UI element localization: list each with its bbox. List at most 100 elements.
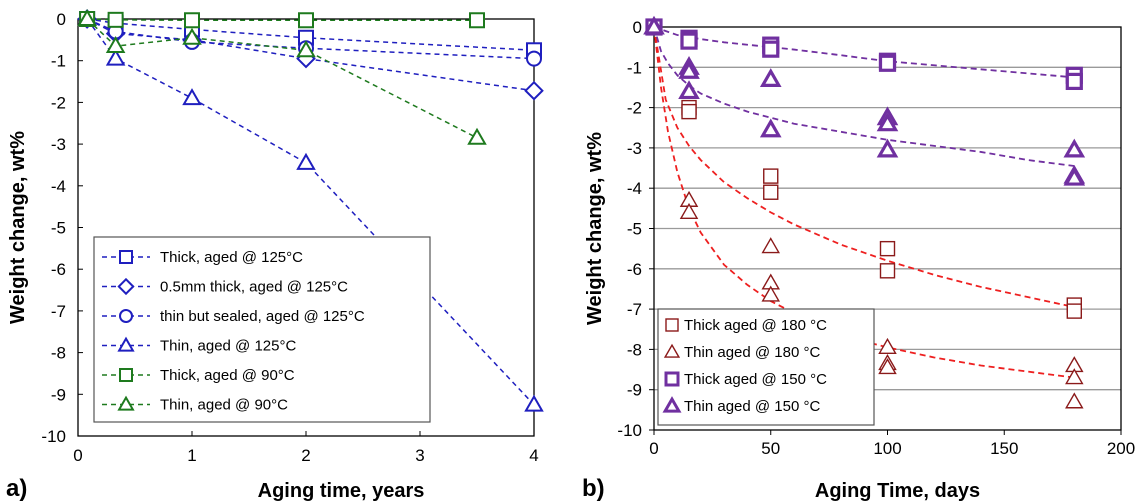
y-axis-title: Weight change, wt%	[7, 131, 29, 324]
data-point	[1065, 72, 1083, 91]
legend-label: Thin, aged @ 125°C	[160, 338, 296, 355]
data-point	[1065, 368, 1084, 385]
legend-marker	[663, 343, 681, 358]
data-point	[759, 118, 782, 138]
legend-marker	[117, 277, 135, 296]
data-point	[298, 12, 314, 29]
legend-label: thin but sealed, aged @ 125°C	[160, 308, 365, 325]
y-tick-label: -3	[627, 139, 642, 158]
legend-label: Thin, aged @ 90°C	[160, 397, 288, 414]
y-tick-label: -4	[627, 179, 642, 198]
data-point	[184, 12, 200, 29]
legend-marker	[117, 336, 135, 352]
data-point	[678, 80, 700, 100]
y-tick-label: -4	[51, 177, 66, 196]
legend-marker	[664, 371, 680, 387]
y-tick-label: -1	[51, 52, 66, 71]
legend-marker	[119, 309, 133, 323]
panel-label: b)	[582, 475, 605, 502]
data-point	[1066, 303, 1083, 319]
data-point	[763, 168, 779, 184]
legend-label: Thick, aged @ 90°C	[160, 367, 295, 384]
data-point	[879, 263, 896, 279]
data-point	[1063, 166, 1086, 186]
y-tick-label: -6	[51, 260, 66, 279]
x-tick-label: 150	[990, 439, 1018, 458]
fit-curve	[653, 26, 1075, 379]
y-tick-label: -9	[51, 385, 66, 404]
data-point	[182, 27, 202, 45]
data-point	[876, 138, 899, 158]
data-point	[876, 112, 899, 132]
data-point	[182, 88, 202, 106]
data-point	[105, 48, 126, 66]
x-tick-label: 100	[873, 439, 901, 458]
series-line	[87, 18, 535, 52]
chart-panel-a: 0 -1 -2 -3 -4 -5 -6 -7 -8 -9 -10 0 1 2 3 4 Aging time, y…	[6, 8, 544, 502]
y-tick-label: -6	[627, 260, 642, 279]
x-tick-label: 3	[415, 446, 424, 465]
legend-label: Thick aged @ 180 °C	[684, 317, 827, 334]
data-point	[879, 240, 896, 257]
fit-curve	[653, 26, 1075, 167]
y-tick-label: 0	[633, 18, 642, 37]
y-tick-label: -5	[627, 220, 642, 239]
data-point	[524, 80, 544, 101]
legend-marker	[119, 368, 133, 382]
data-point	[643, 15, 665, 35]
data-point	[763, 184, 779, 200]
y-tick-label: 0	[57, 10, 66, 29]
y-tick-label: -9	[627, 381, 642, 400]
data-point	[526, 50, 542, 67]
x-tick-label: 4	[529, 446, 538, 465]
data-point	[761, 285, 781, 302]
y-tick-label: -2	[51, 93, 66, 112]
y-tick-label: -8	[627, 340, 642, 359]
y-tick-label: -5	[51, 219, 66, 238]
y-tick-label: -10	[41, 427, 66, 446]
data-point	[678, 60, 700, 79]
y-tick-label: -2	[627, 99, 642, 118]
x-tick-label: 50	[761, 439, 780, 458]
y-tick-label: -1	[627, 58, 642, 77]
x-axis-title: Aging time, years	[258, 480, 425, 502]
series-line	[86, 18, 478, 139]
legend-marker	[665, 318, 679, 332]
data-point	[467, 127, 487, 145]
y-tick-label: -3	[51, 135, 66, 154]
data-point	[878, 54, 897, 72]
y-tick-label: -8	[51, 344, 66, 363]
legend-marker	[119, 250, 133, 264]
data-point	[296, 152, 316, 170]
legend-label: Thin aged @ 180 °C	[684, 344, 820, 361]
legend-label: Thin aged @ 150 °C	[684, 398, 820, 415]
data-point	[469, 12, 485, 29]
legend-box	[93, 236, 431, 423]
y-tick-label: -7	[627, 300, 642, 319]
series-line	[87, 18, 477, 22]
fit-curve	[653, 26, 1075, 79]
x-tick-label: 0	[649, 439, 658, 458]
data-point	[524, 394, 544, 412]
data-point	[77, 8, 97, 26]
legend-box	[657, 308, 875, 426]
x-tick-label: 2	[301, 446, 310, 465]
data-point	[878, 337, 897, 355]
data-point	[105, 36, 126, 54]
x-tick-label: 0	[73, 446, 82, 465]
data-point	[1065, 392, 1084, 409]
data-point	[759, 68, 782, 87]
fit-curve	[653, 26, 1075, 308]
data-point	[681, 103, 697, 120]
y-tick-label: -10	[617, 421, 642, 440]
data-point	[762, 40, 780, 58]
legend-label: 0.5mm thick, aged @ 125°C	[160, 279, 348, 296]
legend-marker	[662, 396, 682, 413]
x-axis-title: Aging Time, days	[815, 480, 980, 502]
x-tick-label: 200	[1107, 439, 1135, 458]
data-point	[680, 32, 698, 50]
data-point	[296, 40, 316, 58]
legend-label: Thick aged @ 150 °C	[684, 371, 827, 388]
data-point	[878, 358, 897, 375]
